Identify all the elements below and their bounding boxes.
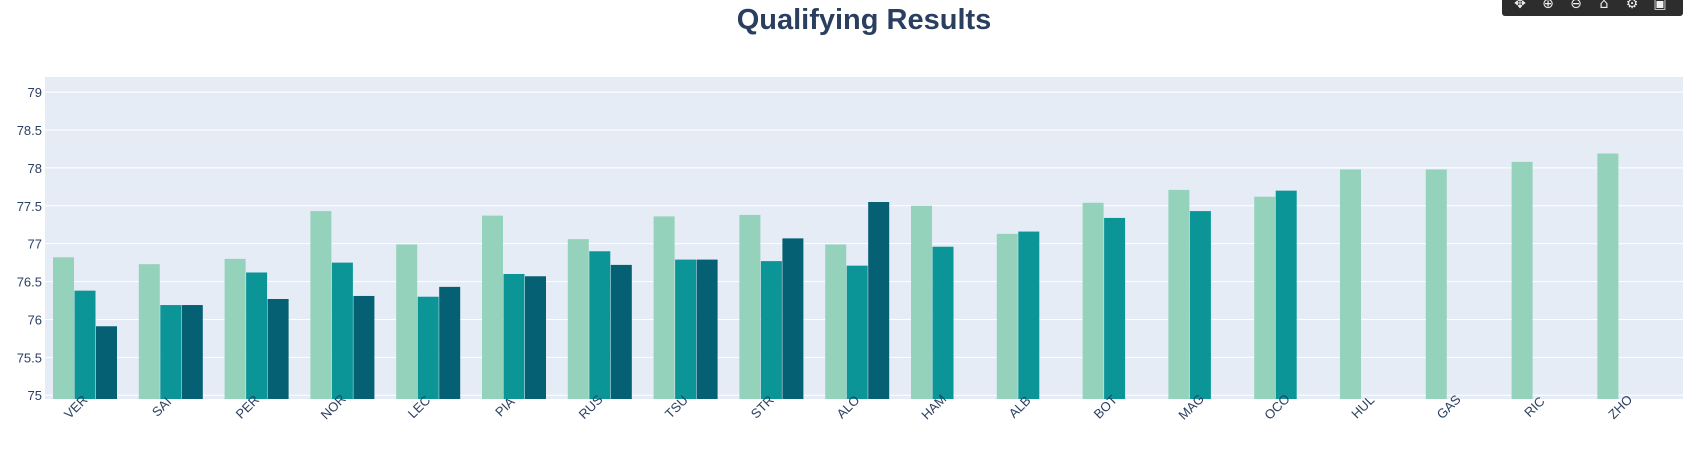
- bar-alb-2[interactable]: [1018, 231, 1040, 399]
- bar-hul-1[interactable]: [1340, 169, 1361, 399]
- bar-rus-3[interactable]: [610, 264, 632, 399]
- bar-alb-1[interactable]: [996, 233, 1018, 399]
- y-tick-label: 79: [28, 85, 42, 100]
- bar-alo-1[interactable]: [825, 244, 847, 399]
- bar-ver-3[interactable]: [96, 326, 117, 399]
- bar-sai-2[interactable]: [160, 305, 182, 399]
- bar-str-3[interactable]: [782, 238, 804, 399]
- reset-axes-icon[interactable]: ⌂: [1599, 0, 1609, 12]
- y-axis-ticks: 75 75.5 76 76.5 77 77.5 78 78.5 79: [17, 85, 42, 403]
- bar-per-1[interactable]: [224, 258, 246, 399]
- y-tick-label: 75.5: [17, 350, 42, 365]
- bar-gas-1[interactable]: [1425, 169, 1447, 399]
- bar-lec-3[interactable]: [439, 286, 461, 399]
- y-tick-label: 77.5: [17, 199, 42, 214]
- bar-ver-2[interactable]: [74, 290, 96, 399]
- bars[interactable]: [53, 153, 1619, 399]
- gear-icon[interactable]: ⚙: [1625, 0, 1639, 12]
- zoom-out-icon[interactable]: ⊖: [1570, 0, 1582, 12]
- bar-per-2[interactable]: [246, 272, 268, 399]
- bar-ham-2[interactable]: [932, 246, 954, 399]
- bar-pia-1[interactable]: [482, 215, 503, 399]
- y-tick-label: 76.5: [17, 275, 42, 290]
- bar-bot-1[interactable]: [1082, 202, 1104, 399]
- bar-oco-2[interactable]: [1275, 190, 1297, 399]
- modebar[interactable]: ✥ ⊕ ⊖ ⌂ ⚙ ▣: [1502, 0, 1683, 16]
- bar-tsu-1[interactable]: [653, 216, 675, 399]
- bar-sai-1[interactable]: [138, 264, 160, 399]
- zoom-in-icon[interactable]: ⊕: [1542, 0, 1554, 12]
- bar-mag-1[interactable]: [1168, 189, 1190, 399]
- bar-oco-1[interactable]: [1254, 196, 1276, 399]
- bar-pia-2[interactable]: [503, 273, 525, 399]
- bar-ham-1[interactable]: [911, 205, 932, 399]
- bar-tsu-3[interactable]: [696, 259, 718, 399]
- bar-str-1[interactable]: [739, 214, 761, 399]
- bar-sai-3[interactable]: [181, 305, 203, 399]
- bar-lec-2[interactable]: [417, 296, 439, 399]
- bar-nor-3[interactable]: [353, 295, 375, 399]
- plotly-logo-icon[interactable]: ▣: [1653, 0, 1667, 12]
- bar-str-2[interactable]: [760, 261, 782, 399]
- y-tick-label: 75: [28, 388, 42, 403]
- bar-nor-2[interactable]: [331, 262, 353, 399]
- bar-pia-3[interactable]: [525, 276, 546, 399]
- y-tick-label: 77: [28, 237, 42, 252]
- bar-rus-2[interactable]: [589, 251, 611, 399]
- bar-rus-1[interactable]: [567, 239, 589, 399]
- chart-title: Qualifying Results: [736, 4, 992, 36]
- pan-icon[interactable]: ✥: [1514, 0, 1526, 12]
- bar-ric-1[interactable]: [1511, 161, 1533, 399]
- bar-alo-3[interactable]: [868, 202, 890, 399]
- bar-mag-2[interactable]: [1189, 211, 1211, 399]
- bar-lec-1[interactable]: [396, 244, 418, 399]
- bar-bot-2[interactable]: [1104, 217, 1126, 399]
- y-tick-label: 78: [28, 161, 42, 176]
- y-tick-label: 78.5: [17, 123, 42, 138]
- bar-alo-2[interactable]: [846, 265, 868, 399]
- bar-zho-1[interactable]: [1597, 153, 1619, 399]
- bar-ver-1[interactable]: [53, 257, 74, 399]
- bar-per-3[interactable]: [267, 298, 289, 399]
- y-tick-label: 76: [28, 312, 42, 327]
- bar-nor-1[interactable]: [310, 211, 332, 399]
- bar-tsu-2[interactable]: [675, 259, 697, 399]
